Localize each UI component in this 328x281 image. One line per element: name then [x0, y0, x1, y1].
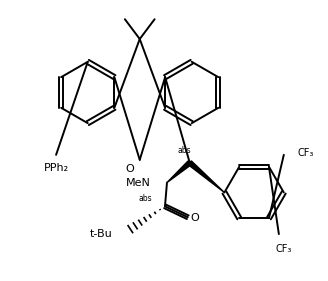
Polygon shape: [167, 161, 191, 183]
Text: MeN: MeN: [126, 178, 151, 188]
Text: abs: abs: [178, 146, 192, 155]
Text: abs: abs: [138, 194, 152, 203]
Text: O: O: [126, 164, 134, 174]
Text: PPh₂: PPh₂: [44, 163, 69, 173]
Polygon shape: [188, 161, 224, 192]
Text: CF₃: CF₃: [298, 148, 314, 158]
Text: t-Bu: t-Bu: [90, 229, 113, 239]
Text: CF₃: CF₃: [276, 244, 292, 254]
Text: O: O: [190, 213, 199, 223]
